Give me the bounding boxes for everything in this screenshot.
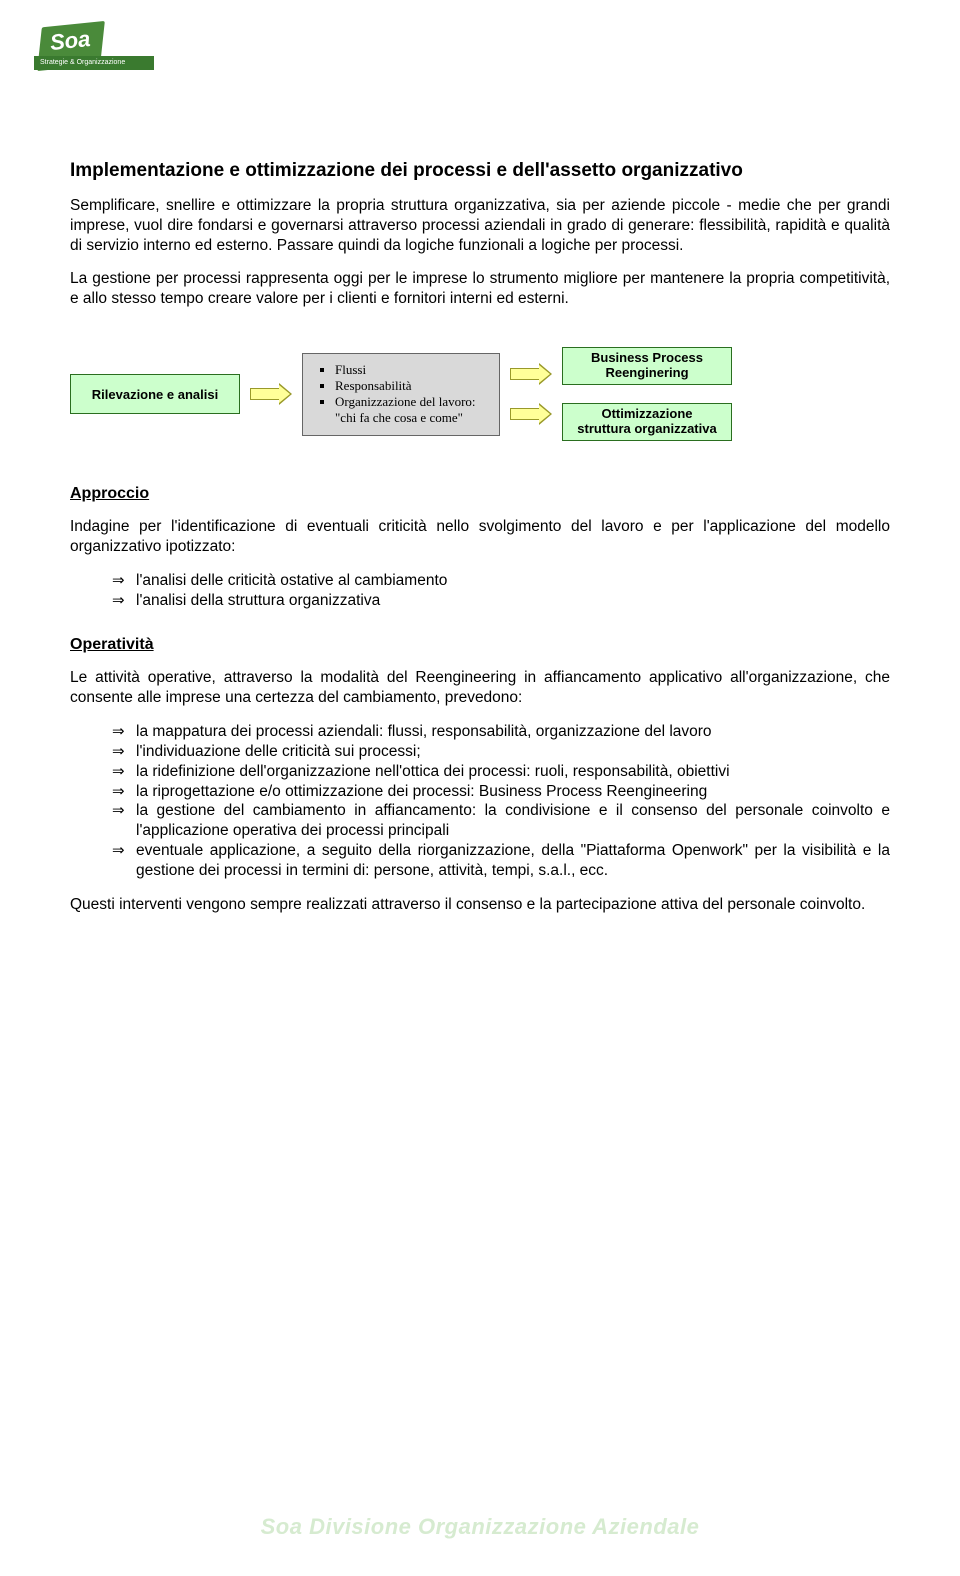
operativita-lead: Le attività operative, attraverso la mod…	[70, 668, 890, 708]
list-item: l'individuazione delle criticità sui pro…	[112, 742, 890, 762]
process-diagram: Rilevazione e analisi Flussi Responsabil…	[70, 347, 890, 441]
logo-tagline: Strategie & Organizzazione Aziendale	[34, 56, 154, 70]
diagram-bpr-line2: Reenginering	[605, 366, 688, 381]
diagram-box-bpr: Business Process Reenginering	[562, 347, 732, 385]
arrow-pair	[510, 363, 552, 425]
page-footer: Soa Divisione Organizzazione Aziendale	[0, 1514, 960, 1540]
diagram-mid-item: Flussi	[335, 362, 489, 378]
diagram-box-rilevazione: Rilevazione e analisi	[70, 374, 240, 414]
heading-approccio: Approccio	[70, 485, 890, 503]
diagram-bpr-line1: Business Process	[591, 351, 703, 366]
heading-operativita: Operatività	[70, 636, 890, 654]
approccio-lead: Indagine per l'identificazione di eventu…	[70, 517, 890, 557]
page-content: Implementazione e ottimizzazione dei pro…	[70, 160, 890, 915]
intro-para-2: La gestione per processi rappresenta ogg…	[70, 269, 890, 309]
list-item: la riprogettazione e/o ottimizzazione de…	[112, 782, 890, 802]
operativita-list: la mappatura dei processi aziendali: flu…	[112, 722, 890, 881]
list-item: la mappatura dei processi aziendali: flu…	[112, 722, 890, 742]
diagram-ott-line1: Ottimizzazione	[601, 407, 692, 422]
diagram-right-stack: Business Process Reenginering Ottimizzaz…	[562, 347, 732, 441]
list-item: l'analisi delle criticità ostative al ca…	[112, 571, 890, 591]
operativita-closing: Questi interventi vengono sempre realizz…	[70, 895, 890, 915]
logo: Soa Strategie & Organizzazione Aziendale	[32, 16, 142, 84]
diagram-ott-line2: struttura organizzativa	[577, 422, 716, 437]
diagram-mid-item: Organizzazione del lavoro: "chi fa che c…	[335, 394, 489, 427]
diagram-box-center: Flussi Responsabilità Organizzazione del…	[302, 353, 500, 436]
diagram-box-ottimizzazione: Ottimizzazione struttura organizzativa	[562, 403, 732, 441]
approccio-list: l'analisi delle criticità ostative al ca…	[112, 571, 890, 611]
list-item: l'analisi della struttura organizzativa	[112, 591, 890, 611]
page-title: Implementazione e ottimizzazione dei pro…	[70, 160, 890, 182]
arrow-icon	[510, 403, 552, 425]
intro-para-1: Semplificare, snellire e ottimizzare la …	[70, 196, 890, 255]
logo-text: Soa	[49, 26, 92, 56]
list-item: la ridefinizione dell'organizzazione nel…	[112, 762, 890, 782]
arrow-icon	[510, 363, 552, 385]
diagram-mid-item: Responsabilità	[335, 378, 489, 394]
list-item: eventuale applicazione, a seguito della …	[112, 841, 890, 881]
list-item: la gestione del cambiamento in affiancam…	[112, 801, 890, 841]
arrow-icon	[250, 383, 292, 405]
